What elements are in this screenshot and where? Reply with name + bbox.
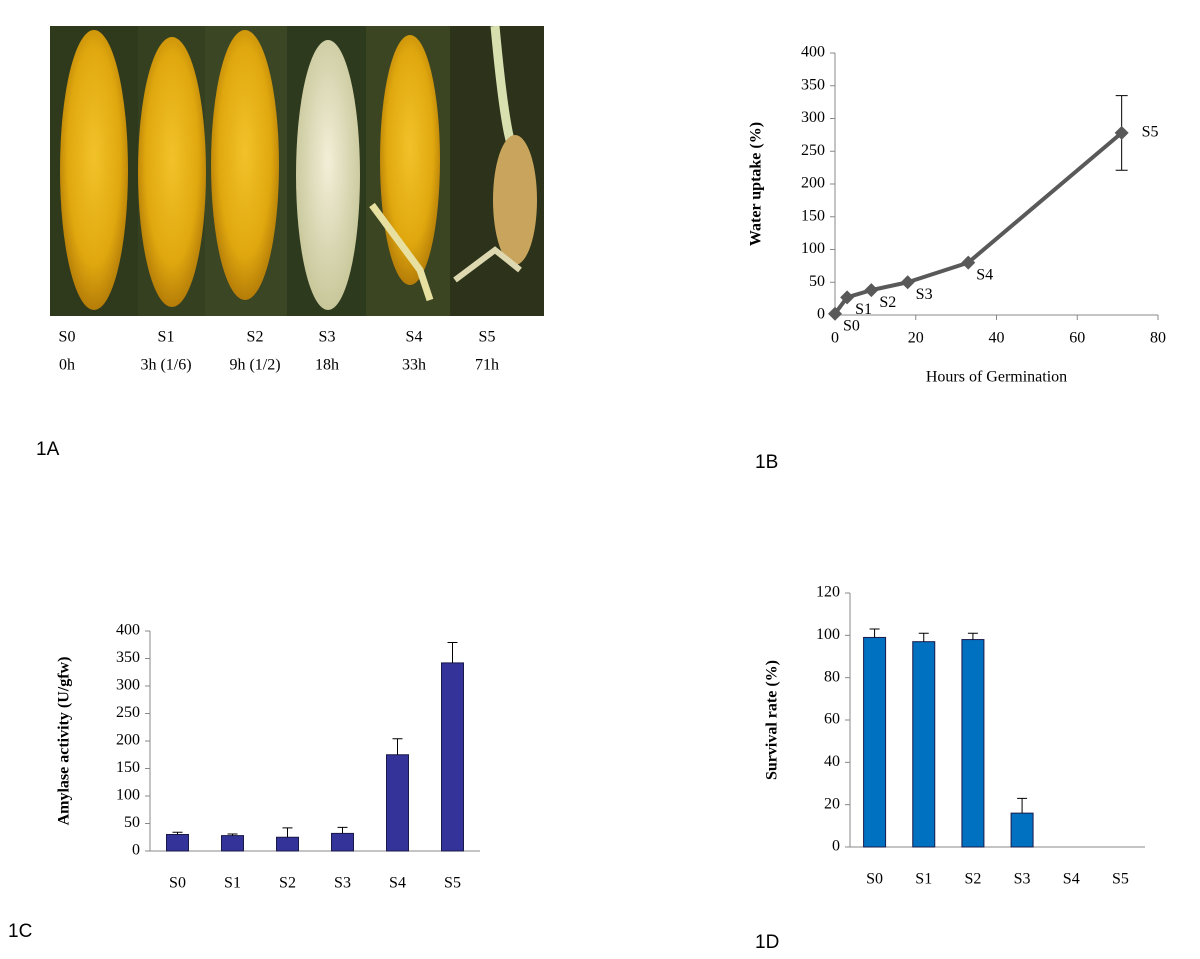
y-tick-label: 0 [132, 842, 140, 859]
marker [900, 275, 915, 290]
x-tick-label: S1 [915, 871, 932, 888]
marker [1114, 125, 1129, 140]
point-label: S0 [843, 317, 860, 334]
y-tick-label: 250 [116, 704, 140, 721]
bar [276, 836, 299, 852]
stage-label: S1 [158, 329, 175, 346]
point-label: S2 [879, 294, 896, 311]
y-tick-label: 350 [801, 76, 825, 93]
bar [221, 835, 244, 852]
y-tick-label: 50 [124, 814, 140, 831]
panel-label: 1A [36, 439, 60, 460]
marker [864, 283, 879, 298]
y-tick-label: 100 [816, 626, 840, 643]
time-label: 9h (1/2) [229, 357, 280, 374]
time-label: 33h [402, 357, 426, 374]
bar [386, 754, 409, 852]
y-tick-label: 50 [809, 273, 825, 290]
y-tick-label: 250 [801, 142, 825, 159]
time-label: 0h [59, 357, 75, 374]
photo [50, 25, 544, 316]
error-bar [1017, 797, 1028, 814]
x-tick-label: S2 [964, 871, 981, 888]
y-tick-label: 0 [832, 838, 840, 855]
stage-label: S4 [406, 329, 423, 346]
y-tick-label: 200 [116, 732, 140, 749]
x-axis-label: Hours of Germination [926, 369, 1067, 386]
error-bar [869, 628, 880, 638]
bar [331, 832, 354, 852]
bar [863, 636, 887, 848]
x-tick-label: S0 [866, 871, 883, 888]
point-label: S5 [1142, 124, 1159, 141]
y-tick-label: 80 [824, 668, 840, 685]
error-bar [918, 632, 929, 642]
y-axis-label: Survival rate (%) [764, 660, 781, 780]
x-tick-label: S4 [1063, 871, 1080, 888]
error-bar [337, 826, 348, 834]
stage-label: S5 [479, 329, 496, 346]
y-tick-label: 0 [817, 306, 825, 323]
marker [840, 290, 855, 305]
x-tick-label: S4 [389, 875, 406, 892]
point-label: S1 [855, 301, 872, 318]
bar [961, 639, 985, 848]
bar [441, 662, 464, 852]
error-bar [392, 738, 403, 755]
marker [828, 306, 842, 321]
point-label: S4 [976, 266, 993, 283]
x-tick-label: S5 [1112, 871, 1129, 888]
y-axis-label: Amylase activity (U/gfw) [56, 657, 73, 826]
y-tick-label: 40 [824, 753, 840, 770]
time-label: 3h (1/6) [140, 357, 191, 374]
x-tick-label: S3 [1014, 871, 1031, 888]
x-tick-label: S1 [224, 875, 241, 892]
y-tick-label: 150 [116, 759, 140, 776]
x-tick-label: 60 [1069, 330, 1085, 347]
point-label: S3 [916, 286, 933, 303]
y-tick-label: 100 [801, 240, 825, 257]
error-bar [282, 827, 293, 838]
stage-label: S3 [319, 329, 336, 346]
bar [1010, 812, 1034, 848]
x-tick-label: S5 [444, 875, 461, 892]
x-tick-label: 80 [1150, 330, 1166, 347]
y-tick-label: 120 [816, 584, 840, 601]
x-tick-label: S3 [334, 875, 351, 892]
panel-label: 1D [755, 932, 779, 953]
y-tick-label: 20 [824, 795, 840, 812]
y-tick-label: 60 [824, 711, 840, 728]
stage-label: S2 [247, 329, 264, 346]
bar [912, 641, 936, 848]
panel-label: 1C [8, 921, 32, 942]
y-tick-label: 150 [801, 207, 825, 224]
panel-label: 1B [755, 452, 778, 473]
y-axis-label: Water uptake (%) [748, 122, 765, 246]
stage-label: S0 [59, 329, 76, 346]
marker [961, 255, 976, 270]
x-tick-label: 20 [908, 330, 924, 347]
y-tick-label: 400 [801, 44, 825, 61]
y-tick-label: 200 [801, 175, 825, 192]
x-tick-label: 40 [989, 330, 1005, 347]
bar [166, 834, 189, 852]
y-tick-label: 100 [116, 787, 140, 804]
time-label: 71h [475, 357, 499, 374]
x-tick-label: S2 [279, 875, 296, 892]
x-tick-label: S0 [169, 875, 186, 892]
error-bar [967, 632, 978, 640]
time-label: 18h [315, 357, 339, 374]
y-tick-label: 400 [116, 622, 140, 639]
error-bar [447, 642, 458, 663]
error-bar [227, 833, 238, 836]
x-tick-label: 0 [831, 330, 839, 347]
y-tick-label: 350 [116, 649, 140, 666]
y-tick-label: 300 [801, 109, 825, 126]
line [833, 131, 1123, 315]
y-tick-label: 300 [116, 677, 140, 694]
error-bar [172, 831, 183, 835]
